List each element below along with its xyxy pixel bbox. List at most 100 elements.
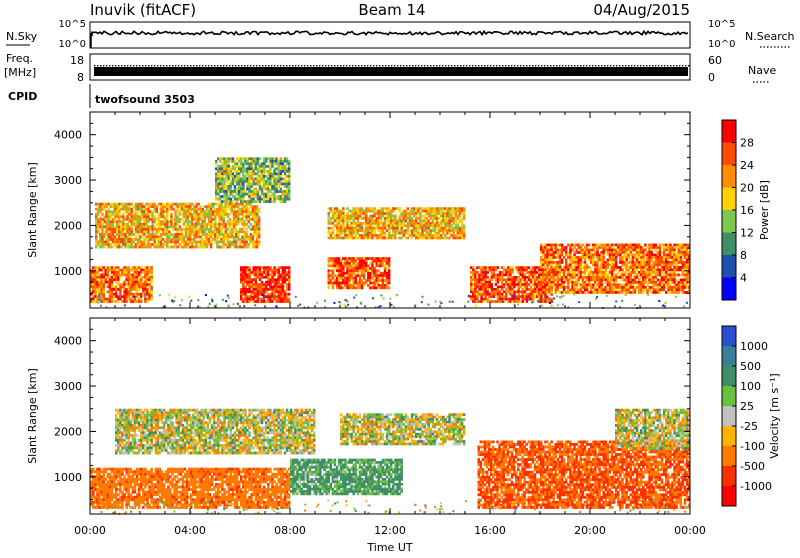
echo-cell	[158, 218, 160, 221]
echo-cell	[590, 251, 592, 254]
echo-cell	[373, 267, 375, 270]
echo-cell	[487, 290, 489, 293]
echo-cell	[220, 230, 222, 233]
echo-cell	[398, 207, 400, 210]
echo-cell	[140, 266, 142, 269]
echo-cell	[380, 219, 382, 222]
nave-point	[349, 65, 350, 66]
echo-cell	[107, 274, 109, 277]
echo-cell	[644, 279, 646, 282]
echo-cell	[542, 264, 544, 267]
echo-cell	[229, 246, 231, 249]
echo-cell	[638, 244, 640, 247]
echo-cell	[480, 281, 482, 284]
echo-cell	[336, 207, 338, 210]
echo-cell	[133, 241, 135, 244]
echo-cell	[586, 288, 588, 291]
echo-cell	[227, 228, 229, 231]
nave-point	[517, 65, 518, 66]
echo-cell	[534, 269, 536, 272]
nave-point	[217, 65, 218, 66]
echo-cell	[245, 223, 247, 226]
echo-cell	[455, 212, 457, 215]
echo-cell	[255, 281, 257, 284]
echo-cell	[168, 236, 170, 239]
echo-cell	[623, 274, 625, 277]
echo-cell	[244, 286, 246, 289]
nave-point	[640, 65, 641, 66]
echo-cell	[530, 286, 532, 289]
echo-cell	[204, 230, 206, 233]
echo-cell	[357, 232, 359, 235]
echo-cell	[288, 271, 290, 274]
echo-cell	[95, 246, 97, 249]
echo-cell	[288, 286, 290, 289]
nave-point	[655, 65, 656, 66]
echo-cell	[267, 276, 269, 279]
echo-cell	[233, 225, 235, 228]
echo-cell	[117, 281, 119, 284]
echo-cell	[544, 279, 546, 282]
echo-cell	[650, 259, 652, 262]
echo-cell	[517, 288, 519, 291]
echo-cell	[407, 237, 409, 240]
echo-cell	[96, 298, 98, 301]
echo-cell	[363, 284, 365, 287]
echo-cell	[384, 222, 386, 225]
echo-cell	[463, 212, 465, 215]
echo-cell	[361, 224, 363, 227]
echo-cell	[394, 237, 396, 240]
nave-point	[181, 65, 182, 66]
nave-point	[106, 65, 107, 66]
echo-cell	[212, 205, 214, 208]
echo-cell	[365, 212, 367, 215]
echo-cell	[355, 279, 357, 282]
echo-cell	[611, 246, 613, 249]
nave-point	[142, 65, 143, 66]
echo-cell	[101, 228, 103, 231]
echo-cell	[346, 222, 348, 225]
echo-cell	[415, 215, 417, 218]
nave-point	[187, 65, 188, 66]
echo-cell	[328, 215, 330, 218]
echo-cell	[199, 205, 201, 208]
echo-cell	[114, 218, 116, 221]
echo-cell	[415, 219, 417, 222]
echo-cell	[621, 259, 623, 262]
echo-cell	[363, 277, 365, 280]
echo-cell	[174, 225, 176, 228]
nave-point	[322, 65, 323, 66]
echo-cell	[582, 244, 584, 247]
echo-cell	[288, 266, 290, 269]
echo-cell	[463, 207, 465, 210]
echo-cell	[353, 284, 355, 287]
nave-point	[433, 65, 434, 66]
nsky-line	[92, 31, 688, 36]
echo-cell	[153, 241, 155, 244]
echo-cell	[615, 269, 617, 272]
nave-point	[661, 65, 662, 66]
echo-cell	[511, 269, 513, 272]
nave-point	[580, 65, 581, 66]
echo-cell	[487, 271, 489, 274]
echo-cell	[425, 217, 427, 220]
echo-cell	[235, 241, 237, 244]
nave-point	[352, 65, 353, 66]
echo-cell	[94, 293, 96, 296]
echo-cell	[271, 300, 273, 303]
nave-point	[481, 65, 482, 66]
echo-cell	[603, 251, 605, 254]
echo-cell	[563, 256, 565, 259]
echo-cell	[653, 286, 655, 289]
echo-cell	[199, 236, 201, 239]
nave-point	[391, 65, 392, 66]
echo-cell	[625, 264, 627, 267]
echo-cell	[388, 277, 390, 280]
echo-cell	[457, 217, 459, 220]
echo-cell	[357, 219, 359, 222]
echo-cell	[176, 241, 178, 244]
echo-cell	[103, 276, 105, 279]
echo-cell	[214, 218, 216, 221]
echo-cell	[166, 243, 168, 246]
echo-cell	[497, 288, 499, 291]
